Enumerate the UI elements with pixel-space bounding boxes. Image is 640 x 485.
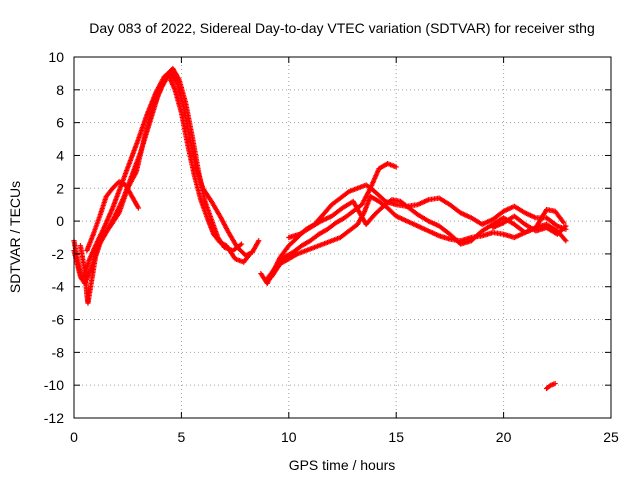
y-tick-label: -2 <box>52 246 65 262</box>
x-tick-label: 0 <box>70 429 78 445</box>
y-tick-label: -4 <box>52 279 65 295</box>
y-axis-label: SDTVAR / TECUs <box>7 181 23 293</box>
data-point <box>247 251 253 257</box>
plot-frame <box>73 56 612 419</box>
x-tick-label: 5 <box>178 429 186 445</box>
data-point <box>238 241 245 247</box>
data-point <box>135 205 142 211</box>
data-layer <box>71 65 569 392</box>
series-track-g <box>269 193 569 280</box>
data-point <box>393 164 399 170</box>
series-track-f <box>264 161 399 282</box>
y-tick-label: 0 <box>56 213 64 229</box>
y-tick-label: 4 <box>56 147 64 163</box>
y-tick-label: -6 <box>52 312 65 328</box>
data-point <box>561 220 567 226</box>
series-track-j <box>543 380 558 392</box>
y-tick-label: -8 <box>52 344 65 360</box>
series-track-h <box>286 197 567 247</box>
data-point <box>256 238 262 244</box>
x-axis-label: GPS time / hours <box>289 457 396 473</box>
x-tick-label: 20 <box>496 429 512 445</box>
series-track-d <box>84 179 142 254</box>
data-point <box>562 224 568 230</box>
y-tick-label: 10 <box>48 49 64 65</box>
x-tick-label: 15 <box>388 429 404 445</box>
chart-title: Day 083 of 2022, Sidereal Day-to-day VTE… <box>89 20 595 36</box>
y-tick-label: 2 <box>56 180 64 196</box>
x-tick-label: 25 <box>603 429 619 445</box>
y-tick-label: -10 <box>44 377 64 393</box>
y-tick-label: -12 <box>44 410 64 426</box>
data-point <box>563 223 569 229</box>
series-track-i <box>490 213 569 237</box>
axis-ticks: 0 5 10 15 20 25 -12 -10 -8 -6 -4 -2 0 2 4 6 8 10 <box>44 49 619 445</box>
series-track-c <box>77 72 253 306</box>
data-point <box>552 380 558 387</box>
x-tick-label: 10 <box>281 429 297 445</box>
y-tick-label: 6 <box>56 115 64 131</box>
data-point <box>562 237 568 243</box>
data-point <box>563 238 569 244</box>
y-tick-label: 8 <box>56 82 64 98</box>
